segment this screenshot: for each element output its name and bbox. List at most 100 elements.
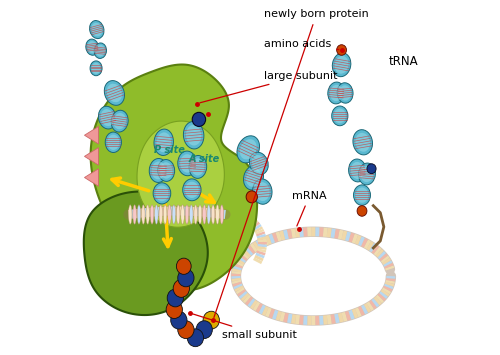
Ellipse shape bbox=[246, 168, 261, 187]
Ellipse shape bbox=[336, 45, 346, 55]
Ellipse shape bbox=[186, 125, 202, 146]
Ellipse shape bbox=[207, 205, 210, 224]
Ellipse shape bbox=[203, 311, 220, 329]
Ellipse shape bbox=[202, 205, 206, 224]
Ellipse shape bbox=[330, 85, 342, 101]
Text: small subunit: small subunit bbox=[193, 314, 296, 340]
Ellipse shape bbox=[348, 159, 366, 182]
Ellipse shape bbox=[181, 205, 184, 224]
Ellipse shape bbox=[100, 109, 114, 126]
Ellipse shape bbox=[92, 63, 100, 74]
Ellipse shape bbox=[170, 311, 187, 329]
Ellipse shape bbox=[90, 21, 104, 39]
Ellipse shape bbox=[255, 182, 270, 201]
Ellipse shape bbox=[137, 205, 140, 224]
Ellipse shape bbox=[367, 164, 376, 174]
Ellipse shape bbox=[167, 289, 184, 307]
Ellipse shape bbox=[158, 159, 174, 181]
Ellipse shape bbox=[354, 185, 370, 205]
Ellipse shape bbox=[356, 133, 370, 152]
Ellipse shape bbox=[114, 113, 126, 129]
Ellipse shape bbox=[337, 83, 353, 103]
Polygon shape bbox=[90, 65, 257, 290]
Ellipse shape bbox=[240, 139, 256, 159]
Ellipse shape bbox=[86, 39, 99, 55]
Ellipse shape bbox=[252, 179, 272, 204]
Ellipse shape bbox=[212, 205, 215, 224]
Ellipse shape bbox=[88, 41, 97, 53]
Text: large subunit: large subunit bbox=[200, 71, 338, 103]
Ellipse shape bbox=[94, 43, 106, 59]
Ellipse shape bbox=[184, 121, 204, 149]
Ellipse shape bbox=[154, 205, 158, 224]
Ellipse shape bbox=[150, 205, 154, 224]
Ellipse shape bbox=[356, 187, 368, 203]
Polygon shape bbox=[84, 169, 98, 186]
Text: amino acids: amino acids bbox=[264, 39, 339, 50]
Ellipse shape bbox=[156, 185, 168, 201]
Ellipse shape bbox=[244, 165, 264, 190]
Ellipse shape bbox=[146, 205, 150, 224]
Text: P site: P site bbox=[154, 145, 185, 155]
Ellipse shape bbox=[107, 84, 122, 102]
Polygon shape bbox=[84, 148, 98, 165]
Ellipse shape bbox=[153, 183, 170, 204]
Ellipse shape bbox=[328, 82, 345, 104]
Ellipse shape bbox=[353, 130, 372, 155]
Polygon shape bbox=[84, 191, 208, 315]
Ellipse shape bbox=[173, 279, 190, 297]
Ellipse shape bbox=[357, 206, 367, 216]
Ellipse shape bbox=[332, 53, 351, 77]
Ellipse shape bbox=[90, 61, 102, 76]
Ellipse shape bbox=[332, 106, 348, 126]
Ellipse shape bbox=[198, 205, 202, 224]
Ellipse shape bbox=[192, 112, 205, 126]
Ellipse shape bbox=[105, 132, 122, 153]
Ellipse shape bbox=[237, 136, 260, 163]
Ellipse shape bbox=[111, 110, 128, 132]
Text: newly born protein: newly born protein bbox=[214, 9, 369, 317]
Ellipse shape bbox=[351, 162, 364, 179]
Ellipse shape bbox=[192, 158, 204, 175]
Ellipse shape bbox=[133, 205, 136, 224]
Ellipse shape bbox=[252, 155, 266, 172]
Ellipse shape bbox=[360, 166, 374, 182]
Ellipse shape bbox=[150, 158, 168, 182]
Ellipse shape bbox=[172, 205, 176, 224]
Ellipse shape bbox=[142, 205, 145, 224]
Ellipse shape bbox=[92, 23, 102, 36]
Ellipse shape bbox=[104, 81, 124, 105]
Ellipse shape bbox=[189, 155, 206, 178]
Ellipse shape bbox=[216, 205, 219, 224]
Ellipse shape bbox=[96, 45, 105, 56]
Ellipse shape bbox=[250, 152, 268, 175]
Ellipse shape bbox=[339, 85, 351, 100]
Ellipse shape bbox=[156, 132, 171, 152]
Ellipse shape bbox=[334, 109, 346, 123]
Ellipse shape bbox=[178, 269, 194, 287]
Ellipse shape bbox=[185, 205, 188, 224]
Ellipse shape bbox=[178, 151, 197, 176]
Text: A site: A site bbox=[188, 154, 220, 164]
Ellipse shape bbox=[128, 205, 132, 224]
Ellipse shape bbox=[152, 162, 166, 179]
Ellipse shape bbox=[334, 56, 348, 74]
Ellipse shape bbox=[182, 179, 201, 201]
Ellipse shape bbox=[176, 205, 180, 224]
Ellipse shape bbox=[185, 182, 199, 198]
Polygon shape bbox=[137, 121, 224, 227]
Ellipse shape bbox=[154, 129, 174, 155]
Ellipse shape bbox=[190, 205, 193, 224]
Ellipse shape bbox=[166, 301, 182, 318]
Ellipse shape bbox=[178, 321, 194, 339]
Ellipse shape bbox=[160, 162, 172, 179]
Ellipse shape bbox=[108, 135, 120, 150]
Ellipse shape bbox=[176, 258, 191, 274]
Ellipse shape bbox=[188, 329, 204, 347]
Ellipse shape bbox=[168, 205, 172, 224]
Text: mRNA: mRNA bbox=[292, 191, 327, 226]
Ellipse shape bbox=[159, 205, 162, 224]
Polygon shape bbox=[84, 126, 98, 144]
Ellipse shape bbox=[246, 191, 258, 203]
Ellipse shape bbox=[196, 321, 212, 339]
